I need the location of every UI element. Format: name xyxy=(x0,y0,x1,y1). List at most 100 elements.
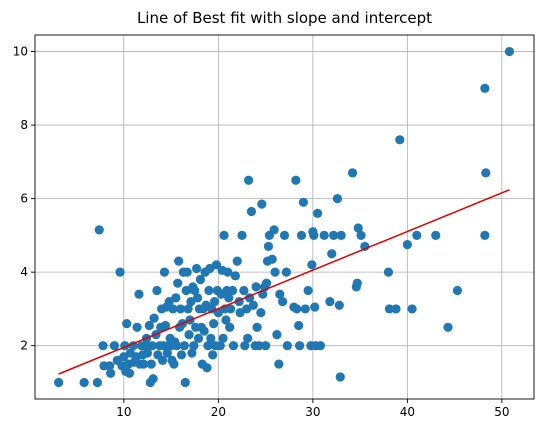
data-point xyxy=(336,230,346,240)
data-point xyxy=(291,175,301,185)
data-point xyxy=(295,341,305,351)
data-point xyxy=(115,267,125,277)
data-point xyxy=(184,330,194,340)
data-point xyxy=(105,361,115,371)
data-point xyxy=(148,374,158,384)
data-point xyxy=(202,363,212,373)
data-point xyxy=(160,320,171,331)
x-tick-label: 50 xyxy=(494,405,509,419)
data-points xyxy=(54,46,515,388)
data-point xyxy=(206,333,216,343)
data-point xyxy=(189,341,199,351)
data-point xyxy=(98,341,108,351)
data-point xyxy=(384,304,395,314)
data-point xyxy=(294,320,304,331)
data-point xyxy=(431,230,441,240)
data-point xyxy=(140,341,151,351)
data-point xyxy=(237,230,247,240)
data-point xyxy=(298,197,309,207)
data-point xyxy=(132,322,142,332)
data-point xyxy=(310,302,320,312)
data-point xyxy=(319,230,329,240)
data-point xyxy=(124,368,135,378)
data-point xyxy=(261,278,272,288)
data-point xyxy=(218,333,228,343)
y-tick-label: 8 xyxy=(20,118,28,132)
data-point xyxy=(325,296,335,307)
data-point xyxy=(254,341,264,351)
data-point xyxy=(282,341,292,351)
data-point xyxy=(257,199,267,209)
data-point xyxy=(175,304,186,314)
data-point xyxy=(353,223,363,233)
data-point xyxy=(79,377,89,388)
data-point xyxy=(228,341,239,351)
data-point xyxy=(134,289,144,299)
data-point xyxy=(239,285,249,296)
plot-frame xyxy=(34,34,535,400)
data-point xyxy=(335,372,345,382)
data-point xyxy=(211,260,222,270)
data-point xyxy=(274,359,284,369)
data-point xyxy=(199,326,209,336)
data-point xyxy=(332,194,343,204)
data-point xyxy=(208,350,218,360)
data-point xyxy=(383,267,394,277)
data-point xyxy=(204,285,214,296)
data-point xyxy=(219,230,229,240)
data-point xyxy=(172,341,182,351)
data-point xyxy=(407,304,417,314)
x-axis-ticks: 10 20 30 40 50 xyxy=(116,399,510,419)
data-point xyxy=(275,289,285,299)
data-point xyxy=(412,230,422,240)
data-point xyxy=(356,230,366,240)
data-point xyxy=(162,348,172,358)
x-tick-label: 30 xyxy=(305,405,320,419)
data-point xyxy=(195,274,205,285)
data-point xyxy=(122,319,132,329)
data-point xyxy=(296,230,307,240)
data-point xyxy=(192,263,202,274)
data-point xyxy=(243,333,253,343)
data-point xyxy=(260,341,271,351)
data-point xyxy=(174,256,184,266)
data-point xyxy=(312,208,323,218)
data-point xyxy=(180,377,190,388)
data-point xyxy=(209,296,220,307)
data-point xyxy=(209,319,219,329)
data-point xyxy=(142,348,153,358)
data-point xyxy=(252,322,262,332)
data-point xyxy=(270,267,280,277)
data-point xyxy=(504,46,515,57)
data-point xyxy=(187,348,197,358)
data-point xyxy=(169,359,179,369)
data-point xyxy=(256,307,266,318)
data-point xyxy=(106,368,116,378)
data-point xyxy=(352,278,362,288)
data-point xyxy=(190,285,200,296)
data-point xyxy=(146,359,156,369)
data-point xyxy=(152,285,162,296)
data-point xyxy=(94,225,104,235)
data-point xyxy=(215,341,225,351)
data-point xyxy=(303,285,313,296)
data-point xyxy=(223,267,233,277)
data-point xyxy=(243,175,254,185)
data-point xyxy=(144,320,154,331)
data-point xyxy=(281,267,291,277)
data-point xyxy=(391,304,401,314)
data-point xyxy=(128,341,138,351)
data-point xyxy=(278,296,288,307)
data-point xyxy=(480,230,490,240)
data-point xyxy=(182,267,192,277)
fit-line-group xyxy=(58,189,510,375)
data-point xyxy=(402,239,412,250)
data-point xyxy=(272,330,282,340)
data-point xyxy=(109,341,119,351)
data-point xyxy=(54,377,64,388)
data-point xyxy=(292,304,302,314)
data-point xyxy=(149,313,159,323)
data-point xyxy=(315,341,326,351)
data-point xyxy=(92,377,102,388)
